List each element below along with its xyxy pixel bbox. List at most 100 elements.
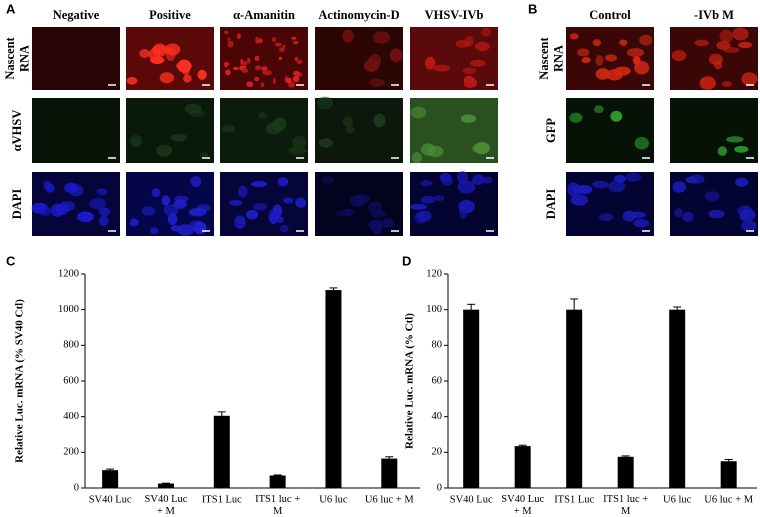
- cell: [455, 39, 470, 48]
- row-label: DAPI: [10, 189, 24, 220]
- cell: [268, 209, 278, 223]
- cell: [610, 110, 623, 122]
- x-tick-label: SV40 Luc: [89, 494, 132, 505]
- cell: [271, 36, 277, 43]
- y-tick-label: 60: [432, 375, 443, 386]
- cell: [199, 152, 209, 159]
- cell: [575, 184, 593, 195]
- micrograph-bg: [670, 98, 758, 163]
- cell: [717, 146, 728, 156]
- error-bar: [161, 482, 170, 485]
- cell: [632, 56, 641, 65]
- cell: [592, 39, 602, 47]
- cell: [734, 145, 749, 153]
- cell: [291, 36, 297, 40]
- cell: [278, 47, 285, 53]
- error-bar: [518, 444, 527, 448]
- cell: [43, 180, 52, 191]
- y-tick-label: 80: [432, 340, 443, 351]
- cell: [595, 68, 611, 80]
- cell: [581, 56, 591, 64]
- cell: [285, 77, 292, 84]
- cell: [316, 96, 334, 110]
- cell: [129, 218, 139, 227]
- error-bar: [273, 474, 282, 477]
- y-tick-label: 0: [74, 482, 79, 493]
- cell: [368, 53, 382, 67]
- micrograph: [566, 172, 654, 236]
- column-header: α-Amanitin: [233, 8, 295, 22]
- cell: [463, 77, 478, 88]
- micrograph: [410, 98, 498, 164]
- cell: [254, 76, 260, 82]
- cell: [605, 54, 618, 62]
- x-tick-label: U6 luc + M: [704, 494, 753, 505]
- micrograph-bg: [410, 27, 498, 90]
- cell: [460, 114, 477, 123]
- cell: [420, 195, 436, 204]
- micrograph-bg: [32, 27, 120, 90]
- y-axis-label: Relative Luc. mRNA (% SV40 Ctl): [14, 299, 26, 463]
- bar: [720, 461, 737, 488]
- cell: [593, 105, 604, 114]
- cell: [96, 188, 108, 196]
- column-header: Actinomycin-D: [318, 8, 399, 22]
- cell: [196, 204, 211, 212]
- cell: [274, 42, 282, 47]
- row-label: NascentRNA: [3, 36, 31, 79]
- cell: [349, 194, 366, 207]
- cell: [126, 76, 138, 85]
- cell: [240, 58, 244, 65]
- cell: [457, 180, 476, 194]
- cell: [296, 71, 302, 78]
- error-bar: [621, 455, 630, 459]
- cell: [741, 220, 757, 231]
- cell: [38, 206, 51, 217]
- cell: [277, 177, 289, 187]
- x-tick-label: SV40 Luc + M: [501, 494, 544, 517]
- cell: [174, 195, 189, 203]
- y-tick-label: 800: [63, 340, 79, 351]
- micrograph: [566, 98, 654, 163]
- cell: [569, 112, 583, 123]
- cell: [55, 203, 69, 215]
- cell: [272, 77, 276, 85]
- micrograph: [566, 27, 654, 90]
- cell: [227, 40, 234, 48]
- cell: [171, 133, 188, 142]
- micrograph: [220, 172, 308, 236]
- micrograph: [126, 172, 214, 236]
- cell: [238, 185, 248, 198]
- cell: [420, 180, 433, 187]
- cell: [342, 29, 354, 43]
- cell: [255, 65, 262, 71]
- cell: [343, 208, 354, 217]
- cell: [474, 41, 490, 52]
- cell: [241, 68, 249, 73]
- cell: [409, 203, 428, 210]
- bar: [325, 290, 342, 488]
- cell: [699, 76, 716, 90]
- y-tick-label: 40: [432, 411, 443, 422]
- cell: [721, 80, 732, 88]
- cell: [177, 59, 192, 73]
- x-tick-label: U6 luc + M: [365, 494, 414, 505]
- cell: [708, 53, 723, 65]
- micrograph: [315, 27, 403, 90]
- panel-label: B: [528, 1, 537, 16]
- cell: [260, 66, 268, 71]
- cell: [425, 56, 436, 70]
- column-header: Control: [589, 8, 631, 22]
- cell: [258, 112, 267, 119]
- row-label: DAPI: [544, 189, 558, 220]
- error-bar: [570, 298, 579, 321]
- error-bar: [467, 303, 476, 316]
- cell: [598, 213, 614, 222]
- cell: [221, 125, 236, 133]
- cell: [227, 37, 231, 41]
- micrograph: [220, 98, 308, 163]
- cell: [197, 69, 207, 80]
- cell: [389, 48, 403, 63]
- column-header: Negative: [53, 8, 100, 22]
- cell: [159, 72, 174, 84]
